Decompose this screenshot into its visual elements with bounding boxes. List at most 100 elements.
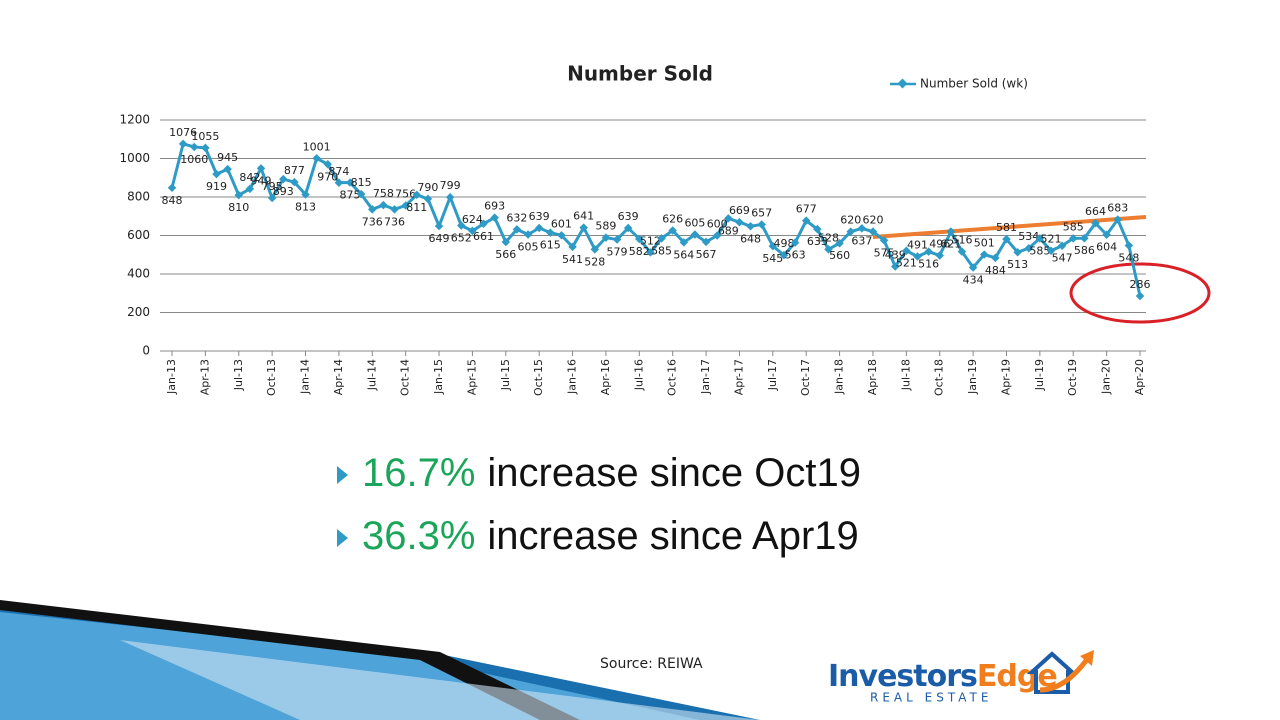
data-label: 286 (1130, 278, 1151, 291)
point (423, 194, 433, 204)
x-tick-label: Apr-16 (599, 359, 612, 395)
point (267, 193, 277, 203)
point (412, 190, 422, 200)
x-tick-label: Jul-19 (1033, 359, 1046, 391)
logo-arrow (1039, 656, 1091, 693)
x-tick-label: Oct-16 (666, 359, 679, 396)
point (301, 190, 310, 199)
data-label: 560 (829, 249, 850, 262)
data-label: 648 (740, 232, 761, 245)
point (323, 160, 333, 169)
data-label: 875 (340, 189, 361, 202)
point (167, 183, 177, 193)
data-label: 949 (251, 174, 272, 187)
point (345, 178, 355, 187)
data-label: 736 (384, 215, 405, 228)
data-label: 575 (874, 246, 895, 259)
x-tick-label: Oct-18 (933, 359, 946, 396)
trend-line (872, 215, 1147, 239)
point (1135, 291, 1145, 301)
point (457, 221, 466, 230)
point (390, 205, 399, 214)
data-label: 641 (573, 210, 594, 223)
point (501, 237, 511, 247)
data-label: 516 (918, 258, 939, 271)
x-tick-label: Apr-14 (332, 359, 345, 395)
x-tick-label: Apr-15 (465, 359, 478, 395)
highlight-circle (1069, 262, 1211, 324)
x-tick-label: Apr-13 (198, 359, 211, 395)
data-label: 683 (1107, 202, 1128, 215)
x-tick-label: Jul-18 (899, 359, 912, 391)
data-label: 439 (885, 248, 906, 261)
data-label: 601 (551, 217, 572, 230)
point (223, 164, 232, 174)
data-label: 498 (773, 237, 794, 250)
point (178, 139, 188, 149)
data-label: 528 (584, 255, 605, 268)
bullet-highlight: 16.7% (362, 451, 475, 495)
y-tick-label: 800 (127, 190, 150, 204)
data-label: 434 (963, 273, 984, 286)
data-label: 585 (1063, 220, 1084, 233)
point (190, 142, 199, 152)
point (356, 189, 366, 199)
point (290, 177, 299, 187)
line-series (170, 142, 1142, 297)
x-tick-label: Jul-13 (232, 359, 245, 391)
x-tick-label: Jul-14 (365, 359, 378, 391)
logo-arrow (1080, 650, 1094, 666)
data-label: 652 (451, 231, 472, 244)
data-label: 693 (484, 200, 505, 213)
data-label: 639 (618, 210, 639, 223)
data-label: 581 (996, 221, 1017, 234)
data-label: 626 (662, 212, 683, 225)
data-label: 620 (840, 214, 861, 227)
data-label: 484 (985, 264, 1006, 277)
data-label: 842 (239, 171, 260, 184)
x-tick-label: Apr-20 (1133, 359, 1146, 395)
y-tick-label: 600 (127, 228, 150, 242)
data-label: 585 (651, 244, 672, 257)
logo-text: InvestorsEdge (828, 659, 1057, 694)
data-label: 566 (495, 248, 516, 261)
data-label: 689 (718, 224, 739, 237)
data-label: 491 (907, 238, 928, 251)
point (445, 192, 455, 202)
data-label: 604 (1096, 241, 1117, 254)
data-label: 815 (351, 176, 372, 189)
legend-marker (897, 78, 908, 89)
data-label: 637 (851, 234, 872, 247)
data-label: 848 (162, 194, 183, 207)
chart-title: Number Sold (567, 62, 713, 86)
point (245, 184, 255, 194)
y-tick-label: 1000 (119, 151, 150, 165)
y-tick-label: 200 (127, 305, 150, 319)
bullet-text: 16.7% increase since Oct19 (362, 451, 861, 495)
data-label: 521 (896, 257, 917, 270)
logo-part: Investors (828, 659, 977, 694)
data-label: 810 (228, 201, 249, 214)
x-tick-label: Jan-17 (699, 359, 712, 395)
data-label: 790 (417, 181, 438, 194)
x-tick-label: Jan-18 (833, 359, 846, 395)
data-label: 756 (395, 187, 416, 200)
x-tick-label: Oct-19 (1066, 359, 1079, 396)
data-label: 585 (1029, 244, 1050, 257)
point (212, 169, 221, 179)
data-label: 1055 (191, 130, 219, 143)
y-tick-label: 400 (127, 267, 150, 281)
logo-tagline: REAL ESTATE (870, 691, 992, 705)
data-label: 661 (473, 230, 494, 243)
data-label: 620 (862, 214, 883, 227)
data-label: 589 (595, 220, 616, 233)
point (334, 178, 344, 187)
point (746, 222, 755, 231)
data-label: 567 (696, 248, 717, 261)
point (312, 154, 321, 163)
point (968, 263, 978, 272)
point (279, 174, 288, 184)
point (201, 143, 210, 153)
bullet-body: increase since Apr19 (487, 514, 858, 558)
bullet-marker (337, 466, 348, 484)
